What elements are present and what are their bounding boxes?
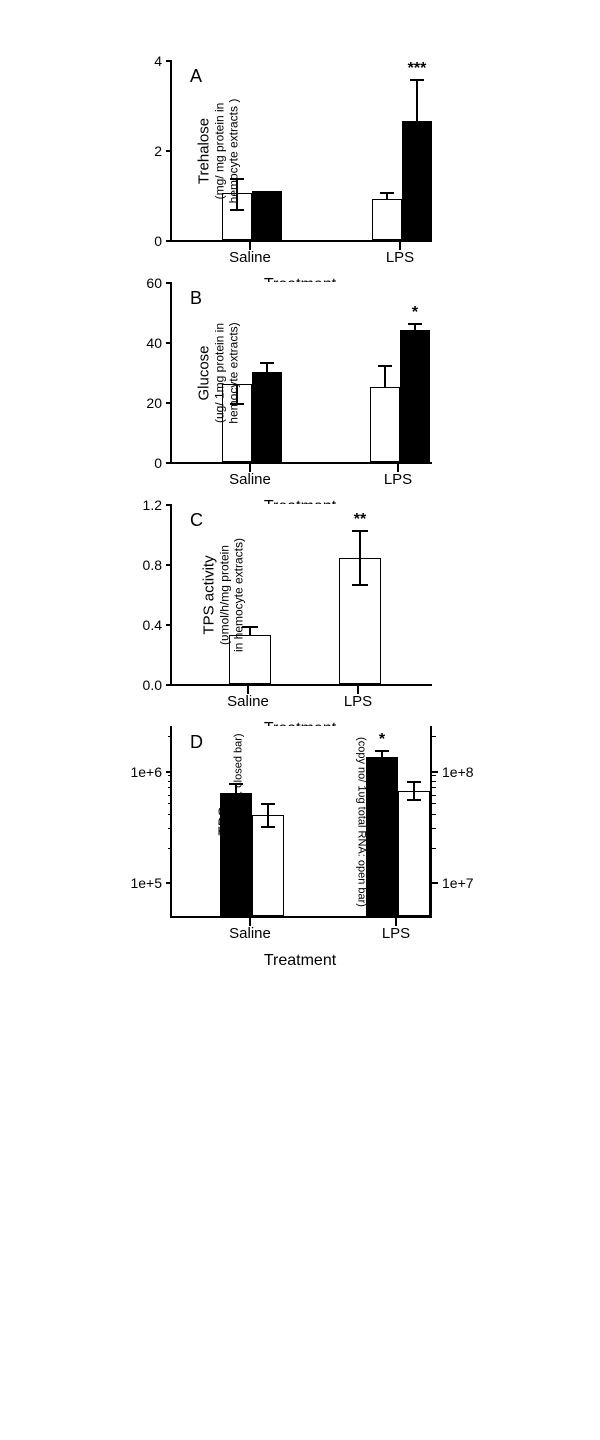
significance-marker: **: [354, 511, 366, 529]
panel-letter-D: D: [190, 732, 203, 753]
ylabel-B-1: Glucose: [196, 263, 213, 483]
panel-D: D 1e+51e+61e+71e+8* TPS (copy no/ 1ʋg to…: [170, 726, 430, 918]
ylabel-C: TPS activity (ʋmol/h/mg protein in hemoc…: [201, 480, 246, 710]
ytick: 0.8: [143, 557, 172, 573]
ylabel-D-left-1: TPS: [216, 702, 233, 942]
ylabel-C-3: in hemocyte extracts): [232, 480, 246, 710]
ytick: 0: [154, 455, 172, 471]
ylabel-A-2: (mg/ mg protein in: [213, 41, 227, 261]
ytick: 0: [154, 233, 172, 249]
figure: A 024*** Trehalose (mg/ mg protein in he…: [0, 0, 600, 958]
ylabel-B-3: hemocyte extracts): [227, 263, 241, 483]
panel-B: B 0204060* Glucose (ug/ 1mg protein in h…: [170, 282, 430, 464]
plot-area-D: D 1e+51e+61e+71e+8*: [170, 726, 432, 918]
bar: [370, 387, 400, 462]
ylabel-B: Glucose (ug/ 1mg protein in hemocyte ext…: [196, 263, 241, 483]
xtick-label: LPS: [384, 471, 412, 488]
panel-C: C 0.00.40.81.2** TPS activity (ʋmol/h/mg…: [170, 504, 430, 686]
ytick: 20: [146, 395, 172, 411]
bar: [400, 330, 430, 462]
bar: [252, 372, 282, 462]
significance-marker: *: [412, 304, 418, 322]
ytick: 0.0: [143, 677, 172, 693]
ytick: 60: [146, 275, 172, 291]
ytick: 1.2: [143, 497, 172, 513]
ytick: 4: [154, 53, 172, 69]
ylabel-D-right: Treh (copy no/ 1ʋg total RNA: open bar): [356, 702, 385, 942]
ylabel-A: Trehalose (mg/ mg protein in hemocyte ex…: [196, 41, 241, 261]
significance-marker: ***: [408, 60, 427, 78]
xlabel-D: Treatment: [264, 952, 336, 970]
bar: [252, 191, 282, 240]
ylabel-B-2: (ug/ 1mg protein in: [213, 263, 227, 483]
ylabel-C-2: (ʋmol/h/mg protein: [218, 480, 232, 710]
xtick-label: LPS: [382, 925, 410, 942]
ylabel-C-1: TPS activity: [201, 480, 218, 710]
ytick: 2: [154, 143, 172, 159]
bar: [402, 121, 432, 240]
ylabel-D-left: TPS (copy no/ 1ʋg total RNA: closed bar): [216, 702, 245, 942]
ylabel-D-right-1: Treh: [368, 702, 385, 942]
ylabel-D-right-2: (copy no/ 1ʋg total RNA: open bar): [356, 702, 368, 942]
ytick: 0.4: [143, 617, 172, 633]
ylabel-D-left-2: (copy no/ 1ʋg total RNA: closed bar): [233, 702, 245, 942]
bar: [372, 199, 402, 240]
xtick-label: LPS: [386, 249, 414, 266]
xtick-label: Saline: [229, 925, 271, 942]
ylabel-A-1: Trehalose: [196, 41, 213, 261]
ylabel-A-3: hemocyte extracts ): [227, 41, 241, 261]
panel-A: A 024*** Trehalose (mg/ mg protein in he…: [170, 60, 430, 242]
bar: [398, 791, 430, 916]
ytick: 40: [146, 335, 172, 351]
bar: [252, 815, 284, 916]
